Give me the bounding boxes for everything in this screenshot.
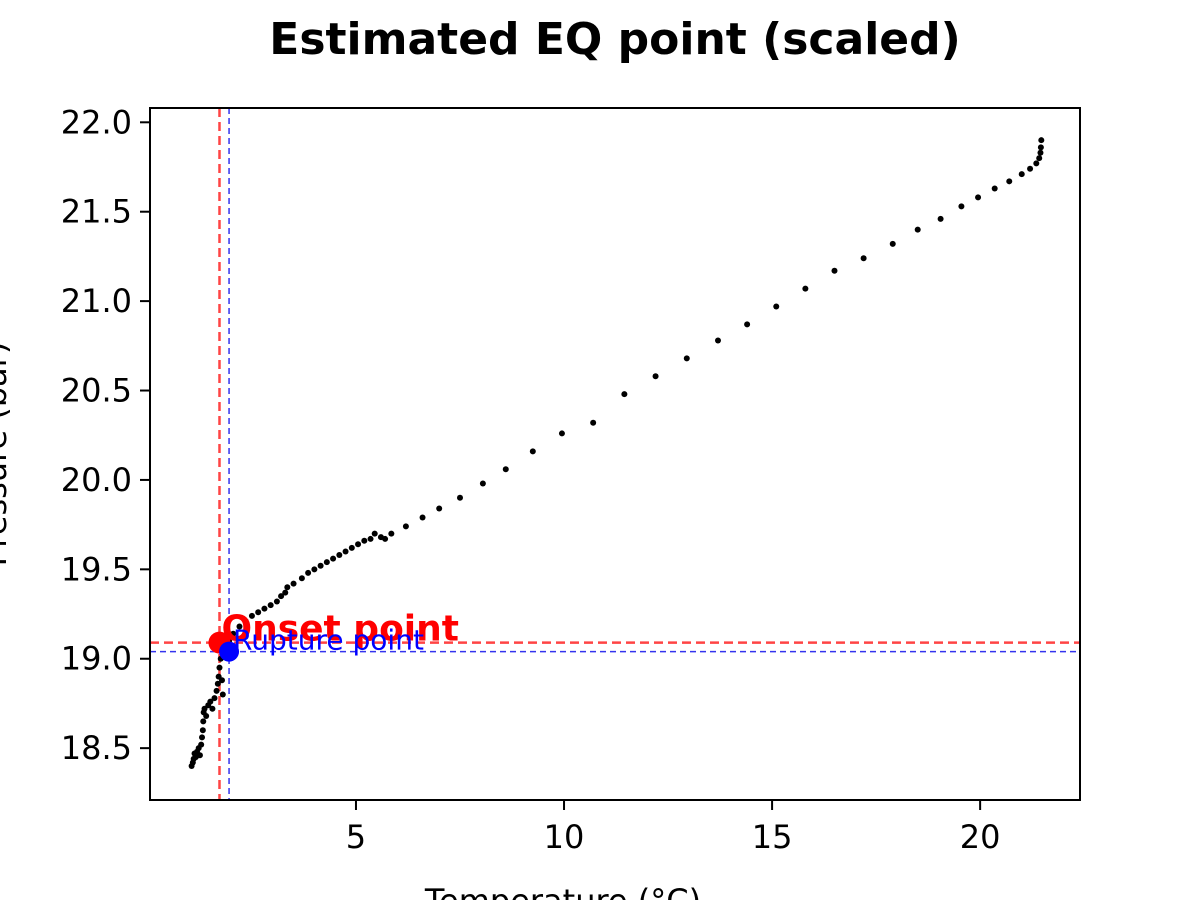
data-point: [1006, 178, 1013, 185]
data-point: [317, 562, 324, 569]
data-point: [209, 705, 216, 712]
y-tick-label: 19.0: [61, 640, 132, 678]
data-point: [1018, 171, 1025, 178]
data-point: [323, 559, 330, 566]
x-tick-label: 5: [346, 818, 366, 856]
data-point: [1027, 165, 1034, 172]
data-point: [419, 514, 426, 521]
data-point: [284, 584, 291, 591]
data-point: [348, 544, 355, 551]
data-point: [242, 618, 249, 625]
data-point: [621, 391, 628, 398]
y-axis-label: Pressure (bar): [0, 342, 14, 567]
data-point: [402, 523, 409, 530]
data-point: [991, 185, 998, 192]
data-point: [1036, 155, 1043, 162]
data-point: [1033, 160, 1040, 167]
data-point: [457, 494, 463, 501]
data-point: [213, 687, 220, 694]
event-markers: [208, 631, 240, 662]
data-point: [937, 215, 944, 222]
data-point: [267, 602, 274, 609]
data-point: [744, 321, 751, 328]
data-point: [371, 530, 378, 537]
data-point: [802, 285, 809, 292]
data-point: [367, 535, 374, 542]
data-point: [311, 566, 318, 573]
data-point: [436, 505, 443, 512]
data-point: [714, 337, 721, 344]
data-point: [1037, 144, 1044, 151]
data-point: [198, 741, 205, 748]
x-tick-label: 10: [544, 818, 585, 856]
data-point: [199, 734, 206, 741]
data-point: [342, 548, 349, 555]
data-point: [282, 589, 289, 596]
data-point: [200, 718, 207, 725]
data-point: [502, 466, 509, 473]
data-point: [199, 727, 206, 734]
x-tick-label: 20: [960, 818, 1001, 856]
data-point: [290, 580, 297, 587]
data-point: [958, 203, 965, 210]
data-point: [261, 605, 268, 612]
data-point: [273, 598, 280, 605]
data-point: [355, 541, 362, 548]
data-point: [361, 537, 368, 544]
data-point: [196, 752, 203, 759]
data-point: [305, 569, 312, 576]
data-point: [298, 575, 305, 582]
data-point: [230, 630, 237, 637]
data-point: [773, 303, 780, 310]
rupture-point-marker: [219, 641, 240, 662]
y-tick-label: 21.0: [61, 282, 132, 320]
data-points: [188, 137, 1045, 770]
x-axis-label: Temperature (°C): [424, 882, 701, 900]
data-point: [479, 480, 486, 487]
x-tick-label: 15: [752, 818, 793, 856]
data-point: [236, 623, 243, 630]
data-point: [207, 698, 214, 705]
data-point: [219, 691, 226, 698]
data-point: [336, 552, 343, 559]
y-tick-label: 18.5: [61, 729, 132, 767]
data-point: [214, 680, 221, 687]
data-point: [255, 609, 262, 616]
data-point: [216, 664, 223, 671]
data-point: [529, 448, 536, 455]
data-point: [652, 373, 659, 380]
plot-frame: [149, 107, 1081, 801]
data-point: [203, 712, 210, 719]
data-point: [248, 612, 255, 619]
data-point: [831, 267, 838, 274]
y-tick-label: 21.5: [61, 193, 132, 231]
data-point: [201, 705, 208, 712]
data-point: [1037, 149, 1044, 156]
onset-point-label: Onset point: [221, 609, 459, 650]
y-tick-label: 20.5: [61, 372, 132, 410]
reference-lines: [150, 108, 1080, 800]
data-point: [330, 555, 337, 562]
data-point: [382, 535, 389, 542]
data-point: [683, 355, 690, 362]
data-point: [211, 695, 218, 702]
data-point: [278, 593, 285, 600]
data-point: [914, 226, 921, 233]
data-point: [1038, 137, 1045, 144]
data-point: [975, 194, 982, 201]
axes: 5 10 15 20 18.5 19.0 19.5 20.0 20.5 21.0 21.5 22.0 T…: [0, 103, 1000, 900]
y-tick-label: 19.5: [61, 550, 132, 588]
data-point: [388, 530, 395, 537]
y-tick-label: 22.0: [61, 103, 132, 141]
rupture-point-label: Rupture point: [233, 624, 424, 657]
data-point: [590, 419, 597, 426]
data-point: [860, 255, 867, 262]
data-point: [558, 430, 565, 437]
y-tick-label: 20.0: [61, 461, 132, 499]
data-point: [218, 677, 225, 684]
chart-title: Estimated EQ point (scaled): [269, 14, 961, 65]
data-point: [889, 240, 896, 247]
